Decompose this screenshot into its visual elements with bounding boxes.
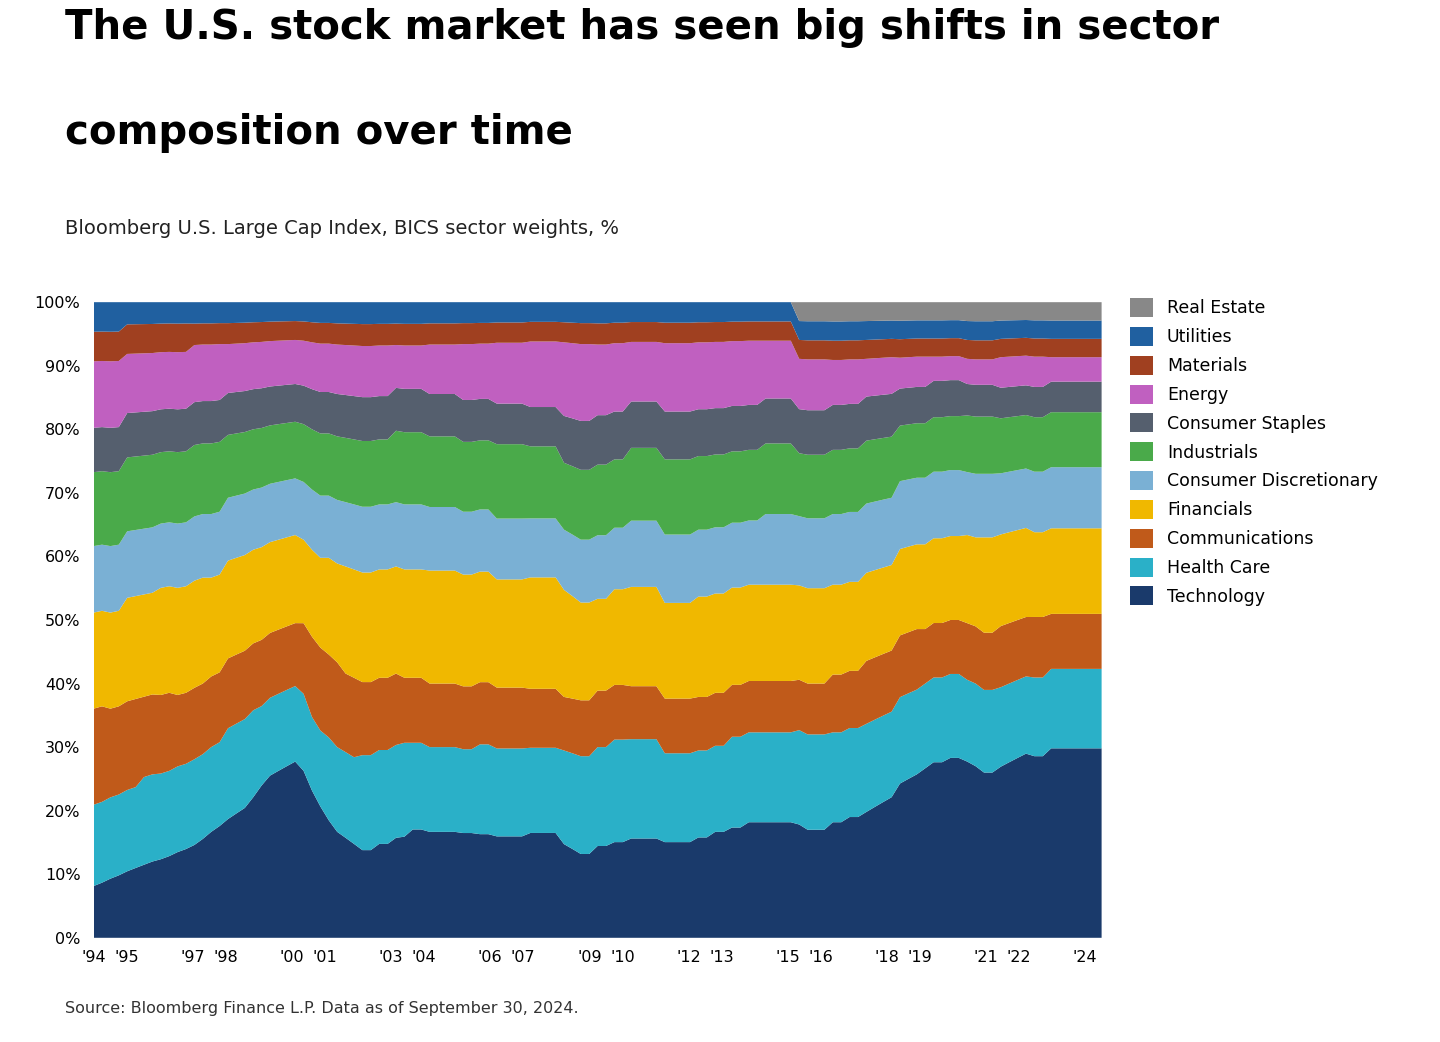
Text: The U.S. stock market has seen big shifts in sector: The U.S. stock market has seen big shift…	[65, 8, 1218, 48]
Legend: Real Estate, Utilities, Materials, Energy, Consumer Staples, Industrials, Consum: Real Estate, Utilities, Materials, Energ…	[1130, 298, 1378, 605]
Text: Source: Bloomberg Finance L.P. Data as of September 30, 2024.: Source: Bloomberg Finance L.P. Data as o…	[65, 1001, 579, 1016]
Text: composition over time: composition over time	[65, 113, 573, 152]
Text: Bloomberg U.S. Large Cap Index, BICS sector weights, %: Bloomberg U.S. Large Cap Index, BICS sec…	[65, 220, 619, 239]
